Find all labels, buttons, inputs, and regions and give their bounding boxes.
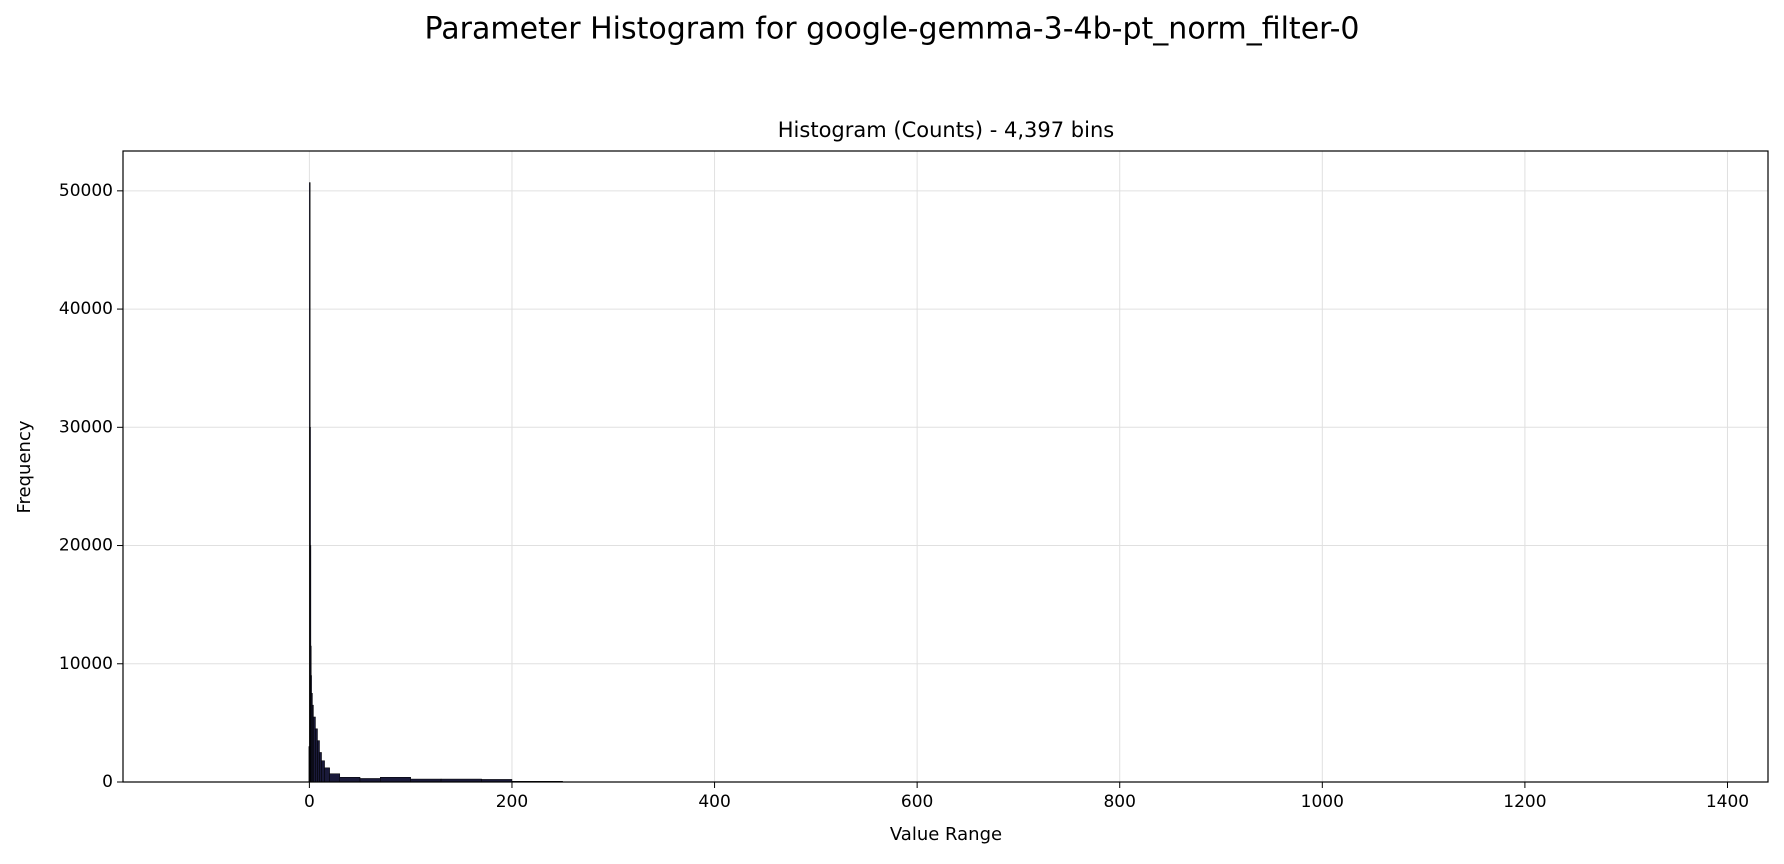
- histogram-bar: [313, 717, 315, 782]
- x-axis-label: Value Range: [890, 824, 1002, 845]
- y-tick-label: 20000: [59, 536, 113, 556]
- x-tick-label: 1000: [1301, 792, 1344, 812]
- x-tick-label: 800: [1103, 792, 1135, 812]
- chart-subtitle: Histogram (Counts) - 4,397 bins: [778, 118, 1114, 142]
- x-tick-label: 400: [698, 792, 730, 812]
- y-tick-label: 10000: [59, 654, 113, 674]
- y-tick-label: 40000: [59, 299, 113, 319]
- x-tick-label: 600: [901, 792, 933, 812]
- histogram-bar: [320, 752, 322, 782]
- histogram-bar: [317, 741, 319, 782]
- histogram-bar: [380, 777, 410, 782]
- histogram-bar: [340, 777, 360, 782]
- x-tick-label: 0: [304, 792, 315, 812]
- x-tick-label: 1200: [1503, 792, 1546, 812]
- y-axis-label: Frequency: [14, 420, 35, 513]
- plot-frame: [123, 151, 1768, 782]
- histogram-bar: [330, 774, 340, 782]
- histogram-bar: [325, 768, 330, 782]
- y-tick-label: 0: [102, 772, 113, 792]
- chart-title: Parameter Histogram for google-gemma-3-4…: [425, 12, 1360, 47]
- x-tick-label: 200: [496, 792, 528, 812]
- y-tick-label: 30000: [59, 417, 113, 437]
- x-tick-label: 1400: [1706, 792, 1749, 812]
- y-tick-label: 50000: [59, 181, 113, 201]
- histogram-bar: [315, 729, 317, 782]
- histogram-bar: [322, 761, 325, 782]
